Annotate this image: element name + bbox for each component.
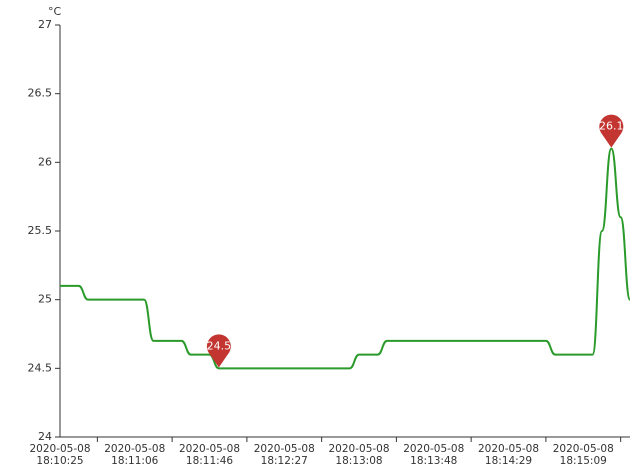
y-tick-label: 27	[38, 18, 52, 31]
y-tick-label: 24	[38, 430, 52, 443]
y-tick-label: 24.5	[28, 361, 53, 374]
mark-point-label: 24.5	[207, 339, 232, 352]
y-tick-label: 25.5	[28, 224, 53, 237]
x-tick-label: 2020-05-08 18:13:48	[403, 443, 465, 467]
y-tick-label: 26.5	[28, 87, 53, 100]
x-tick-label: 2020-05-08 18:11:06	[104, 443, 166, 467]
y-tick-label: 26	[38, 155, 52, 168]
x-tick-label: 2020-05-08 18:13:08	[328, 443, 390, 467]
x-tick-label: 2020-05-08 18:10:25	[29, 443, 91, 467]
x-tick-label: 2020-05-08 18:11:46	[178, 443, 241, 467]
mark-point-label: 26.1	[599, 120, 624, 133]
x-tick-label: 2020-05-08 18:15:09	[552, 443, 614, 467]
y-tick-label: 25	[38, 293, 52, 306]
line	[60, 147, 631, 370]
x-tick-label: 2020-05-08 18:12:27	[253, 443, 315, 467]
y-axis-label: °C	[48, 5, 62, 18]
x-tick-label: 2020-05-08 18:14:29	[478, 443, 540, 467]
mark-point	[206, 334, 231, 368]
mark-point	[599, 114, 624, 148]
